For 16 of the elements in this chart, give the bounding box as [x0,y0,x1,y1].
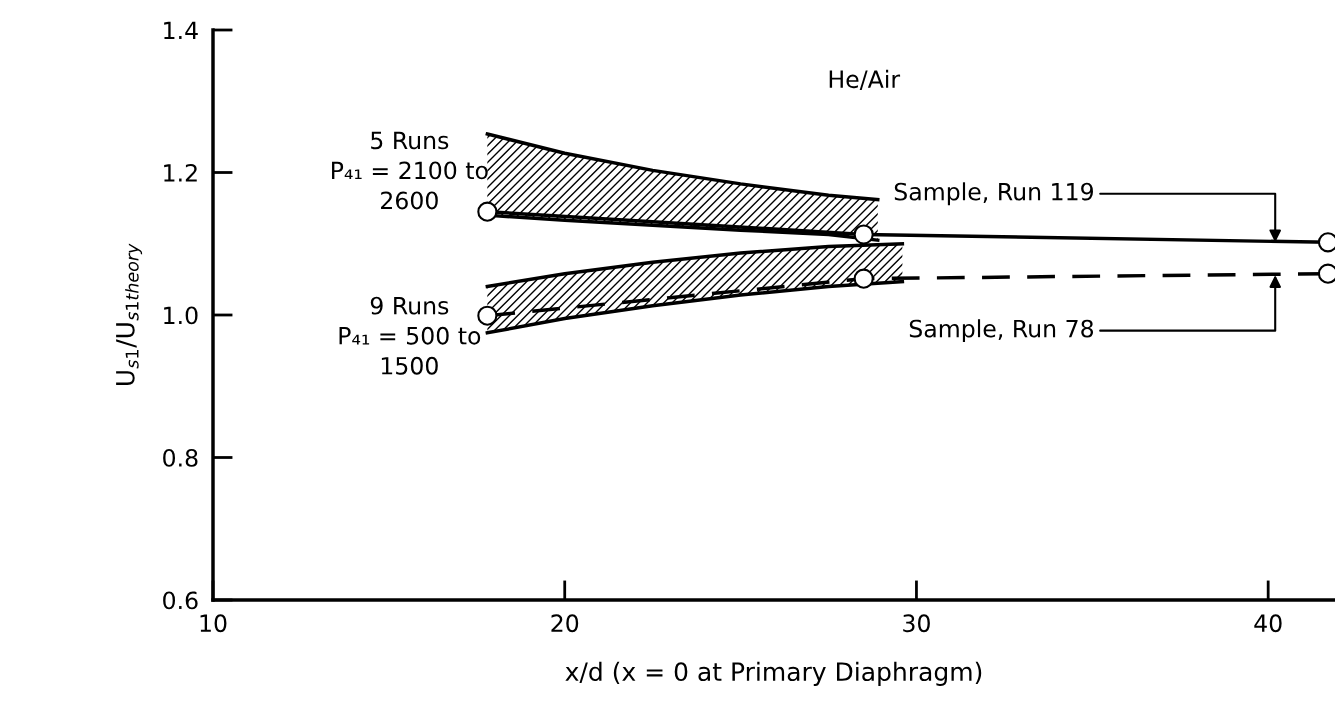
y-tick-label: 0.6 [163,591,198,610]
x-tick-label: 10 [200,614,227,633]
y-tick-label: 1.4 [164,21,198,39]
annotation: Sample, Run 78 [909,319,1094,343]
y-tick-label: 1.2 [164,163,197,182]
annotation: 9 Runs P₄₁ = 500 to 1500 [339,296,481,375]
y-tick-label: 0.8 [163,448,198,467]
y-axis-title: U$_{s1}$/U$_{s1theory}$ [116,243,143,386]
y-tick-label: 1.0 [164,306,198,325]
annotation: He/Air [829,69,901,91]
annotation: 5 Runs P₄₁ = 2100 to 2600 [332,131,488,210]
x-axis-title: x/d (x = 0 at Primary Diaphragm) [565,661,982,686]
annotation: Sample, Run 119 [894,182,1093,206]
x-tick-label: 30 [903,614,930,633]
x-tick-label: 40 [1254,614,1282,633]
x-tick-label: 20 [551,614,579,633]
